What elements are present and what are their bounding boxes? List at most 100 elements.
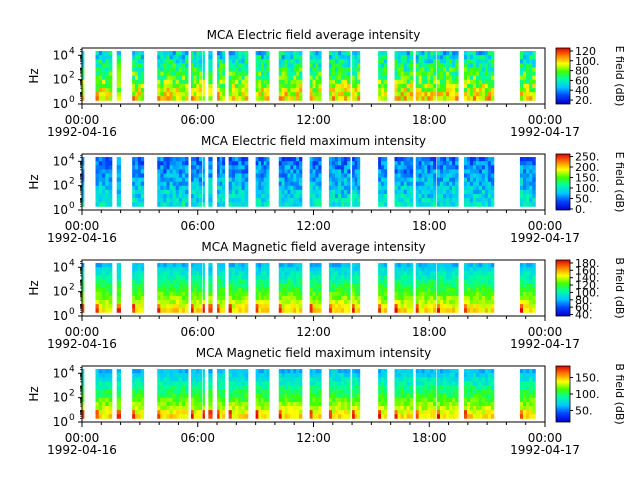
spectrogram-cell xyxy=(452,381,456,386)
spectrogram-cell xyxy=(440,92,444,97)
spectrogram-cell xyxy=(315,406,319,411)
spectrogram-cell xyxy=(82,165,85,170)
spectrogram-cell xyxy=(526,295,530,301)
spectrogram-cell xyxy=(284,79,288,85)
spectrogram-cell xyxy=(95,185,100,191)
spectrogram-cell xyxy=(481,189,486,195)
spectrogram-cell xyxy=(403,304,408,309)
spectrogram-cell xyxy=(132,67,136,72)
spectrogram-cell xyxy=(335,401,339,407)
spectrogram-cell xyxy=(331,279,336,284)
spectrogram-cell xyxy=(338,185,342,191)
spectrogram-cell xyxy=(82,202,85,207)
spectrogram-cell xyxy=(331,169,336,174)
spectrogram-cell xyxy=(178,369,183,374)
spectrogram-cell xyxy=(217,308,221,313)
spectrogram-cell xyxy=(255,401,259,407)
spectrogram-cell xyxy=(403,71,408,77)
spectrogram-cell xyxy=(175,300,180,305)
spectrogram-cell xyxy=(266,92,270,97)
spectrogram-cell xyxy=(452,63,456,68)
spectrogram-cell xyxy=(487,55,492,60)
spectrogram-cell xyxy=(208,169,213,174)
spectrogram-cell xyxy=(318,373,322,378)
spectrogram-cell xyxy=(406,397,411,403)
spectrogram-cell xyxy=(116,189,121,195)
spectrogram-cell xyxy=(452,189,456,195)
spectrogram-cell xyxy=(481,304,486,309)
spectrogram-cell xyxy=(446,79,450,85)
spectrogram-cell xyxy=(181,177,186,183)
spectrogram-cell xyxy=(137,377,142,382)
spectrogram-cell xyxy=(331,275,336,280)
spectrogram-cell xyxy=(519,267,524,272)
spectrogram-cell xyxy=(400,381,405,386)
spectrogram-cell xyxy=(354,300,358,305)
spectrogram-cell xyxy=(105,165,110,170)
spectrogram-cell xyxy=(208,300,213,305)
spectrogram-cell xyxy=(202,287,205,293)
spectrogram-cell xyxy=(440,369,444,374)
spectrogram-cell xyxy=(166,279,170,284)
spectrogram-cell xyxy=(98,75,103,81)
spectrogram-cell xyxy=(309,194,313,199)
spectrogram-cell xyxy=(449,63,453,68)
spectrogram-cell xyxy=(293,83,297,89)
spectrogram-cell xyxy=(255,287,259,293)
spectrogram-cell xyxy=(175,71,180,77)
spectrogram-cell xyxy=(217,389,221,395)
spectrogram-cell xyxy=(449,189,453,195)
spectrogram-cell xyxy=(231,287,236,293)
spectrogram-cell xyxy=(347,67,351,72)
spectrogram-cell xyxy=(296,194,300,199)
spectrogram-cell xyxy=(403,275,408,280)
spectrogram-cell xyxy=(241,267,246,272)
spectrogram-cell xyxy=(238,177,242,183)
spectrogram-cell xyxy=(258,51,262,56)
spectrogram-cell xyxy=(222,189,226,195)
spectrogram-cell xyxy=(166,51,170,56)
spectrogram-cell xyxy=(532,63,536,68)
spectrogram-cell xyxy=(181,83,186,89)
spectrogram-cell xyxy=(266,59,270,64)
spectrogram-cell xyxy=(293,189,297,195)
spectrogram-cell xyxy=(341,198,345,203)
spectrogram-cell xyxy=(231,295,236,301)
spectrogram-cell xyxy=(394,414,398,419)
spectrogram-cell xyxy=(98,59,103,64)
spectrogram-cell xyxy=(529,304,533,309)
spectrogram-cell xyxy=(169,194,174,199)
spectrogram-cell xyxy=(436,381,441,386)
spectrogram-cell xyxy=(409,369,414,374)
spectrogram-cell xyxy=(82,308,85,313)
spectrogram-cell xyxy=(135,397,139,403)
spectrogram-cell xyxy=(452,414,456,419)
spectrogram-cell xyxy=(403,79,408,85)
spectrogram-cell xyxy=(244,198,249,203)
spectrogram-cell xyxy=(193,67,197,72)
spectrogram-cell xyxy=(219,161,223,166)
spectrogram-cell xyxy=(278,157,283,162)
spectrogram-cell xyxy=(157,189,161,195)
spectrogram-cell xyxy=(278,67,283,72)
spectrogram-cell xyxy=(344,173,348,178)
spectrogram-cell xyxy=(446,189,450,195)
spectrogram-cell xyxy=(315,393,319,399)
spectrogram-cell xyxy=(137,51,142,56)
spectrogram-cell xyxy=(475,92,480,97)
spectrogram-cell xyxy=(418,169,422,174)
spectrogram-cell xyxy=(258,397,262,403)
spectrogram-cell xyxy=(287,88,291,93)
spectrogram-cell xyxy=(299,271,303,276)
spectrogram-cell xyxy=(436,406,441,411)
spectrogram-cell xyxy=(241,369,246,374)
spectrogram-cell xyxy=(354,401,358,407)
spectrogram-cell xyxy=(95,71,100,77)
spectrogram-cell xyxy=(418,92,422,97)
spectrogram-cell xyxy=(278,295,283,301)
spectrogram-cell xyxy=(105,385,110,390)
spectrogram-cell xyxy=(235,202,239,207)
spectrogram-cell xyxy=(157,96,161,101)
spectrogram-cell xyxy=(315,385,319,390)
